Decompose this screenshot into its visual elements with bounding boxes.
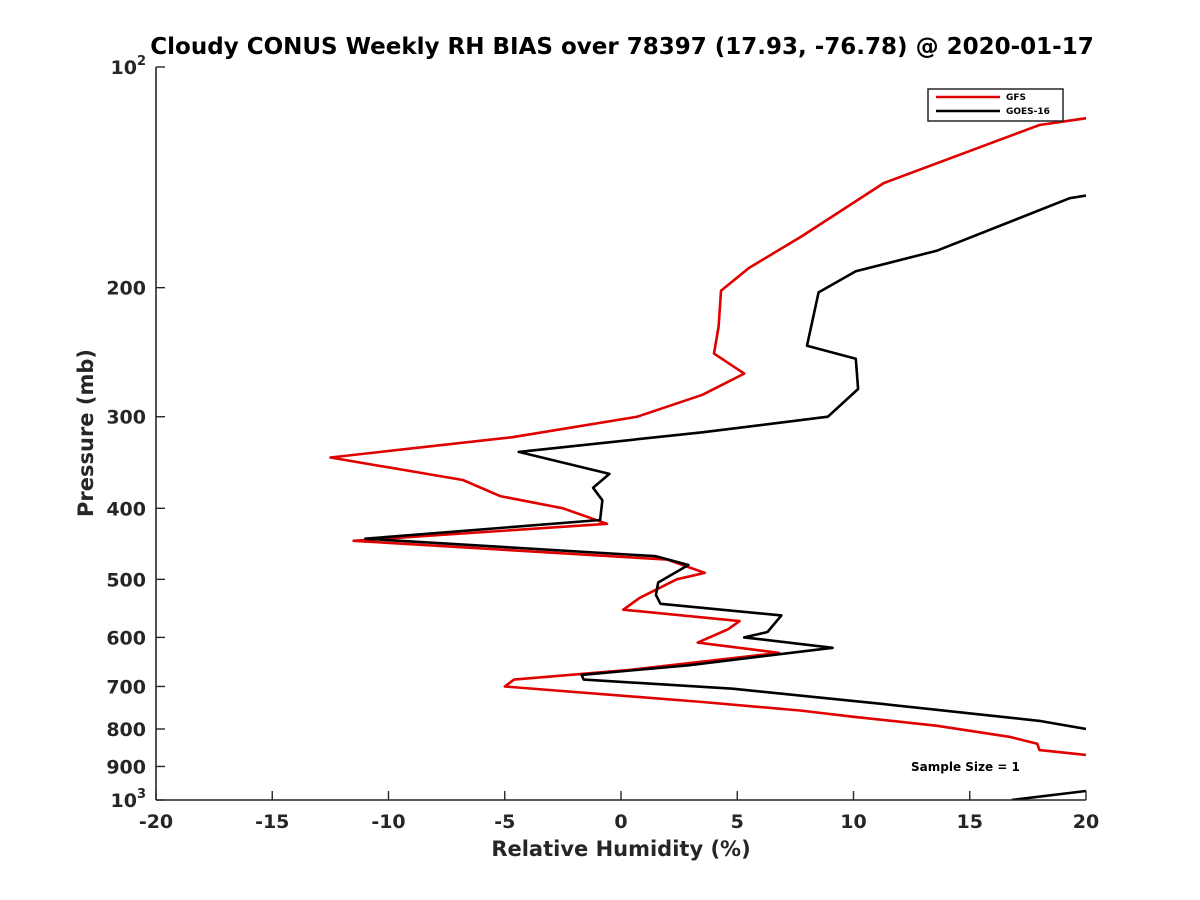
- y-tick-label: 102: [111, 54, 147, 79]
- x-tick-label: 20: [1073, 811, 1099, 833]
- y-tick-label: 300: [106, 407, 146, 429]
- y-tick-label: 600: [106, 627, 146, 649]
- legend: GFS GOES-16: [927, 88, 1064, 122]
- x-tick-label: 15: [957, 811, 983, 833]
- series-line-2: [1011, 789, 1086, 800]
- x-tick-label: -20: [139, 811, 173, 833]
- y-tick-label: 500: [106, 569, 146, 591]
- y-tick-label: 103: [111, 787, 147, 812]
- sample-size-annotation: Sample Size = 1: [911, 760, 1020, 774]
- x-axis-label: Relative Humidity (%): [491, 837, 750, 861]
- legend-box: [927, 88, 1064, 122]
- x-tick-label: -15: [255, 811, 289, 833]
- axes: -20 -15 -10 -5 0 5 10 15 20 102 200 300 400 500 600 700…: [106, 54, 1099, 833]
- x-tick-label: 0: [614, 811, 627, 833]
- chart-title: Cloudy CONUS Weekly RH BIAS over 78397 (…: [150, 34, 1093, 60]
- series-line-1: [364, 194, 1086, 731]
- y-tick-label: 400: [106, 498, 146, 520]
- y-tick-label: 200: [106, 278, 146, 300]
- plot-area: [329, 116, 1086, 800]
- x-tick-label: -5: [494, 811, 515, 833]
- y-tick-label: 900: [106, 756, 146, 778]
- legend-label-gfs: GFS: [1006, 93, 1026, 103]
- x-tick-label: 10: [840, 811, 866, 833]
- y-tick-label: 800: [106, 719, 146, 741]
- x-tick-label: 5: [731, 811, 744, 833]
- y-axis-label: Pressure (mb): [74, 349, 98, 517]
- y-tick-label: 700: [106, 676, 146, 698]
- legend-label-goes16: GOES-16: [1006, 107, 1050, 117]
- series-line-0: [329, 116, 1086, 757]
- x-tick-label: -10: [371, 811, 405, 833]
